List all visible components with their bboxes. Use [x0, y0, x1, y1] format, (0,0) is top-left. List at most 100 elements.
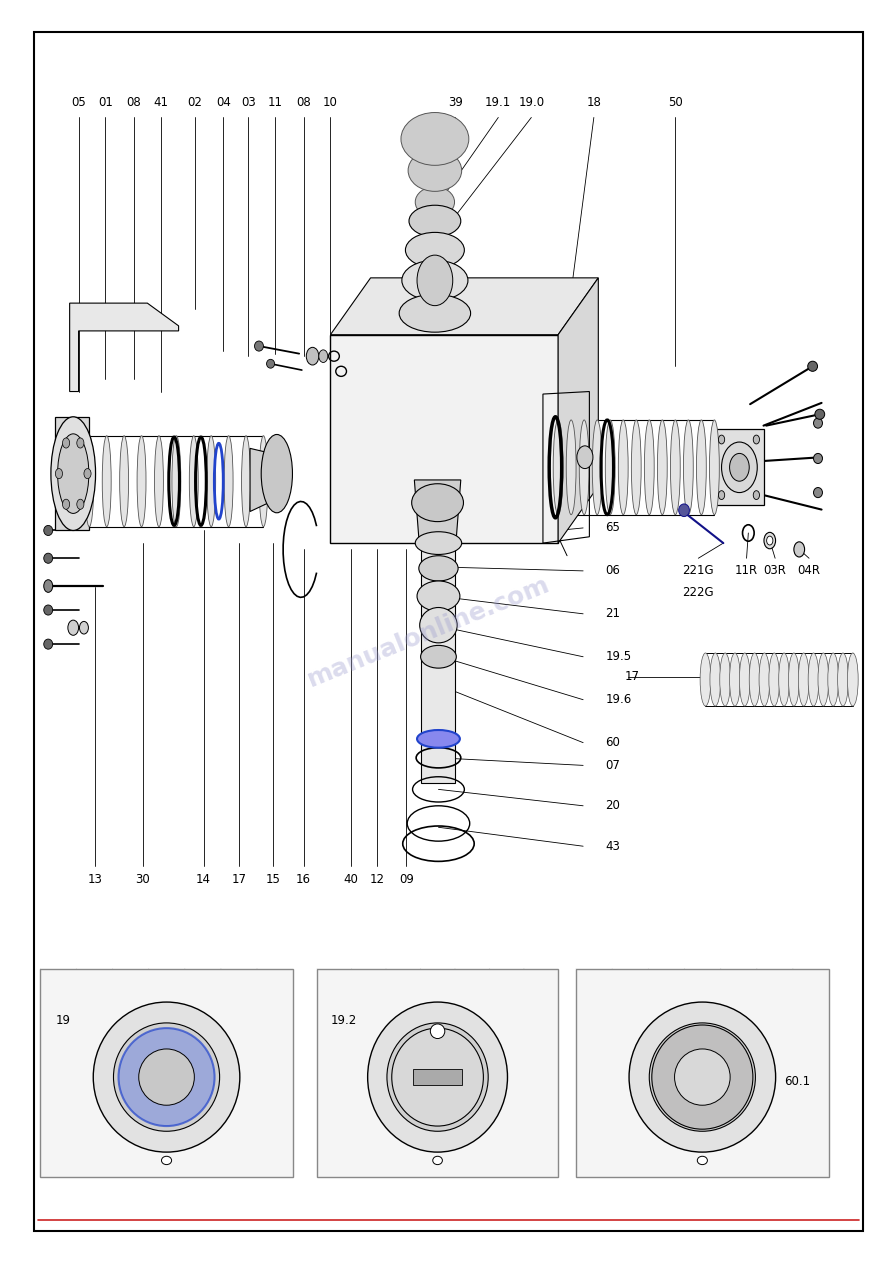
Ellipse shape	[44, 580, 53, 592]
Ellipse shape	[421, 645, 456, 668]
Ellipse shape	[789, 653, 799, 706]
Ellipse shape	[577, 446, 593, 469]
Polygon shape	[414, 480, 461, 549]
Ellipse shape	[368, 1002, 507, 1152]
Ellipse shape	[412, 484, 463, 522]
Ellipse shape	[739, 653, 750, 706]
Ellipse shape	[409, 206, 461, 237]
Ellipse shape	[814, 409, 825, 419]
Polygon shape	[330, 278, 598, 335]
Ellipse shape	[779, 653, 789, 706]
Ellipse shape	[408, 150, 462, 192]
Ellipse shape	[697, 1157, 707, 1164]
Ellipse shape	[119, 1028, 214, 1127]
Text: 01: 01	[98, 96, 113, 109]
Polygon shape	[250, 448, 277, 512]
Text: 03R: 03R	[764, 565, 787, 577]
Text: 11: 11	[268, 96, 282, 109]
Text: 06: 06	[605, 565, 621, 577]
Ellipse shape	[754, 434, 760, 445]
Ellipse shape	[697, 419, 706, 515]
Ellipse shape	[814, 453, 822, 464]
Ellipse shape	[419, 556, 458, 581]
Ellipse shape	[730, 653, 740, 706]
Ellipse shape	[401, 112, 469, 165]
Text: 09: 09	[399, 873, 413, 885]
Text: 19.2: 19.2	[330, 1014, 356, 1027]
Ellipse shape	[433, 1157, 442, 1164]
Ellipse shape	[764, 533, 775, 549]
Ellipse shape	[417, 581, 460, 611]
Ellipse shape	[51, 417, 96, 530]
Ellipse shape	[720, 653, 730, 706]
Polygon shape	[70, 303, 179, 392]
Ellipse shape	[402, 260, 468, 301]
Ellipse shape	[415, 187, 455, 217]
Text: 07: 07	[605, 759, 621, 772]
Ellipse shape	[631, 419, 641, 515]
Ellipse shape	[652, 1026, 753, 1129]
Ellipse shape	[84, 469, 91, 479]
Ellipse shape	[709, 419, 720, 515]
Ellipse shape	[766, 537, 772, 546]
Text: 50: 50	[668, 96, 682, 109]
Ellipse shape	[818, 653, 829, 706]
Ellipse shape	[417, 255, 453, 306]
Ellipse shape	[553, 419, 563, 515]
Ellipse shape	[171, 436, 180, 527]
Ellipse shape	[85, 436, 94, 527]
Ellipse shape	[63, 499, 70, 509]
Text: 40: 40	[344, 873, 358, 885]
Ellipse shape	[730, 453, 749, 481]
Ellipse shape	[807, 361, 818, 371]
Ellipse shape	[63, 438, 70, 448]
Ellipse shape	[759, 653, 770, 706]
Text: 13: 13	[88, 873, 102, 885]
Ellipse shape	[259, 436, 268, 527]
Ellipse shape	[674, 1050, 730, 1105]
Text: 18: 18	[587, 96, 601, 109]
Ellipse shape	[255, 341, 263, 351]
Text: 19: 19	[55, 1014, 71, 1027]
Text: 30: 30	[136, 873, 150, 885]
Polygon shape	[558, 278, 598, 543]
Ellipse shape	[618, 419, 628, 515]
Ellipse shape	[68, 620, 79, 635]
Ellipse shape	[241, 436, 250, 527]
Text: 10: 10	[323, 96, 338, 109]
Ellipse shape	[387, 1023, 488, 1132]
Ellipse shape	[392, 1028, 483, 1127]
Ellipse shape	[154, 436, 163, 527]
Ellipse shape	[671, 419, 680, 515]
Bar	[40, 969, 293, 1177]
Text: 12: 12	[370, 873, 384, 885]
Text: 08: 08	[296, 96, 311, 109]
Text: 41: 41	[154, 96, 168, 109]
Text: 19.0: 19.0	[518, 96, 545, 109]
Ellipse shape	[847, 653, 858, 706]
Ellipse shape	[405, 232, 464, 268]
Bar	[413, 1068, 462, 1085]
Ellipse shape	[120, 436, 129, 527]
Text: 14: 14	[196, 873, 211, 885]
Ellipse shape	[754, 491, 760, 499]
Text: 65: 65	[605, 522, 621, 534]
Ellipse shape	[399, 294, 471, 332]
Ellipse shape	[79, 621, 88, 634]
Text: 60.1: 60.1	[784, 1075, 810, 1087]
Text: 03: 03	[241, 96, 255, 109]
Ellipse shape	[679, 504, 689, 517]
Ellipse shape	[719, 434, 725, 445]
Ellipse shape	[162, 1157, 171, 1164]
Ellipse shape	[719, 491, 725, 499]
Text: 221G: 221G	[682, 565, 714, 577]
Text: 04: 04	[216, 96, 230, 109]
Text: 17: 17	[625, 671, 639, 683]
Text: 19.5: 19.5	[605, 650, 631, 663]
Ellipse shape	[93, 1002, 240, 1152]
Text: manualonline.com: manualonline.com	[304, 572, 554, 691]
Ellipse shape	[266, 359, 275, 369]
Text: 17: 17	[232, 873, 246, 885]
Text: 15: 15	[266, 873, 280, 885]
Ellipse shape	[700, 653, 711, 706]
